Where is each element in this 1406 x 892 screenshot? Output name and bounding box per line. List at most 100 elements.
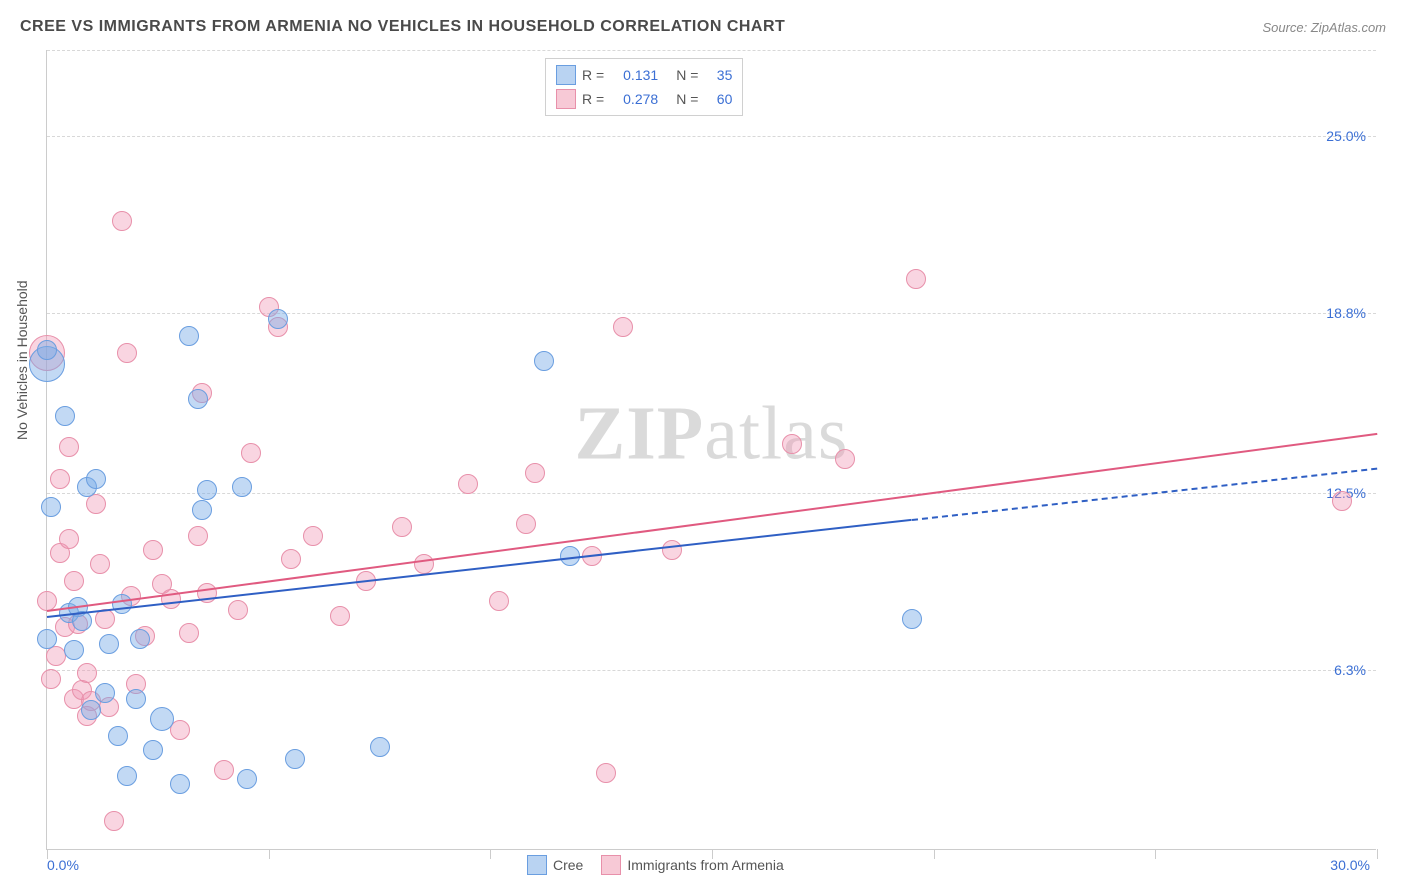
- n-value: 60: [704, 91, 732, 107]
- n-value: 35: [704, 67, 732, 83]
- gridline: [47, 136, 1376, 137]
- data-point-armenia: [188, 526, 208, 546]
- y-tick-label: 18.8%: [1326, 305, 1366, 321]
- r-value: 0.131: [610, 67, 658, 83]
- data-point-armenia: [241, 443, 261, 463]
- data-point-cree: [192, 500, 212, 520]
- data-point-cree: [81, 700, 101, 720]
- data-point-armenia: [782, 434, 802, 454]
- trend-line: [47, 519, 912, 618]
- chart-title: CREE VS IMMIGRANTS FROM ARMENIA NO VEHIC…: [20, 18, 785, 36]
- data-point-cree: [143, 740, 163, 760]
- data-point-armenia: [516, 514, 536, 534]
- data-point-armenia: [281, 549, 301, 569]
- data-point-armenia: [414, 554, 434, 574]
- y-axis-label: No Vehicles in Household: [14, 280, 30, 440]
- legend-swatch: [527, 855, 547, 875]
- data-point-armenia: [662, 540, 682, 560]
- data-point-cree: [179, 326, 199, 346]
- x-tick: [712, 849, 713, 859]
- y-tick-label: 25.0%: [1326, 128, 1366, 144]
- data-point-cree: [37, 629, 57, 649]
- data-point-armenia: [41, 669, 61, 689]
- data-point-armenia: [179, 623, 199, 643]
- data-point-cree: [41, 497, 61, 517]
- gridline: [47, 50, 1376, 51]
- x-tick: [1155, 849, 1156, 859]
- data-point-armenia: [489, 591, 509, 611]
- data-point-armenia: [330, 606, 350, 626]
- data-point-cree: [237, 769, 257, 789]
- data-point-cree: [112, 594, 132, 614]
- data-point-armenia: [90, 554, 110, 574]
- data-point-cree: [55, 406, 75, 426]
- x-tick: [490, 849, 491, 859]
- gridline: [47, 670, 1376, 671]
- data-point-cree: [534, 351, 554, 371]
- header: CREE VS IMMIGRANTS FROM ARMENIA NO VEHIC…: [20, 18, 1386, 36]
- data-point-armenia: [392, 517, 412, 537]
- data-point-armenia: [835, 449, 855, 469]
- data-point-cree: [232, 477, 252, 497]
- data-point-armenia: [1332, 491, 1352, 511]
- x-tick: [1377, 849, 1378, 859]
- data-point-cree: [130, 629, 150, 649]
- r-value: 0.278: [610, 91, 658, 107]
- legend-row: R = 0.278 N = 60: [556, 87, 732, 111]
- data-point-armenia: [104, 811, 124, 831]
- legend-row: R =0.131N =35: [556, 63, 732, 87]
- data-point-cree: [99, 634, 119, 654]
- data-point-cree: [95, 683, 115, 703]
- data-point-armenia: [613, 317, 633, 337]
- data-point-cree: [108, 726, 128, 746]
- data-point-armenia: [112, 211, 132, 231]
- data-point-armenia: [143, 540, 163, 560]
- plot-area: ZIPatlas R =0.131N =35R =0.278N =60 Cree…: [46, 50, 1376, 850]
- data-point-armenia: [228, 600, 248, 620]
- data-point-cree: [197, 480, 217, 500]
- series-legend: Cree Immigrants from Armenia: [527, 855, 784, 875]
- data-point-armenia: [596, 763, 616, 783]
- y-tick-label: 6.3%: [1334, 662, 1366, 678]
- gridline: [47, 313, 1376, 314]
- data-point-armenia: [906, 269, 926, 289]
- data-point-armenia: [64, 571, 84, 591]
- data-point-cree: [126, 689, 146, 709]
- source-label: Source: ZipAtlas.com: [1262, 20, 1386, 35]
- x-tick-label: 30.0%: [1330, 857, 1370, 873]
- data-point-cree: [150, 707, 174, 731]
- legend-item: Immigrants from Armenia: [601, 855, 783, 875]
- data-point-armenia: [77, 663, 97, 683]
- watermark: ZIPatlas: [575, 390, 849, 477]
- trend-line: [911, 467, 1377, 520]
- data-point-cree: [86, 469, 106, 489]
- x-tick: [269, 849, 270, 859]
- legend-label: Cree: [553, 857, 583, 873]
- x-tick-label: 0.0%: [47, 857, 79, 873]
- data-point-armenia: [117, 343, 137, 363]
- data-point-cree: [37, 340, 57, 360]
- data-point-cree: [64, 640, 84, 660]
- legend-swatch: [556, 89, 576, 109]
- correlation-legend: R =0.131N =35 R = 0.278 N = 60: [545, 58, 743, 116]
- data-point-armenia: [86, 494, 106, 514]
- data-point-armenia: [59, 437, 79, 457]
- data-point-armenia: [303, 526, 323, 546]
- data-point-cree: [285, 749, 305, 769]
- n-label: N =: [676, 91, 698, 107]
- legend-item: Cree: [527, 855, 583, 875]
- data-point-cree: [268, 309, 288, 329]
- data-point-armenia: [59, 529, 79, 549]
- data-point-cree: [170, 774, 190, 794]
- data-point-armenia: [458, 474, 478, 494]
- r-label: R =: [582, 91, 604, 107]
- data-point-cree: [188, 389, 208, 409]
- data-point-armenia: [525, 463, 545, 483]
- data-point-cree: [117, 766, 137, 786]
- data-point-armenia: [214, 760, 234, 780]
- legend-swatch: [601, 855, 621, 875]
- x-tick: [934, 849, 935, 859]
- data-point-armenia: [50, 469, 70, 489]
- legend-label: Immigrants from Armenia: [627, 857, 783, 873]
- data-point-cree: [370, 737, 390, 757]
